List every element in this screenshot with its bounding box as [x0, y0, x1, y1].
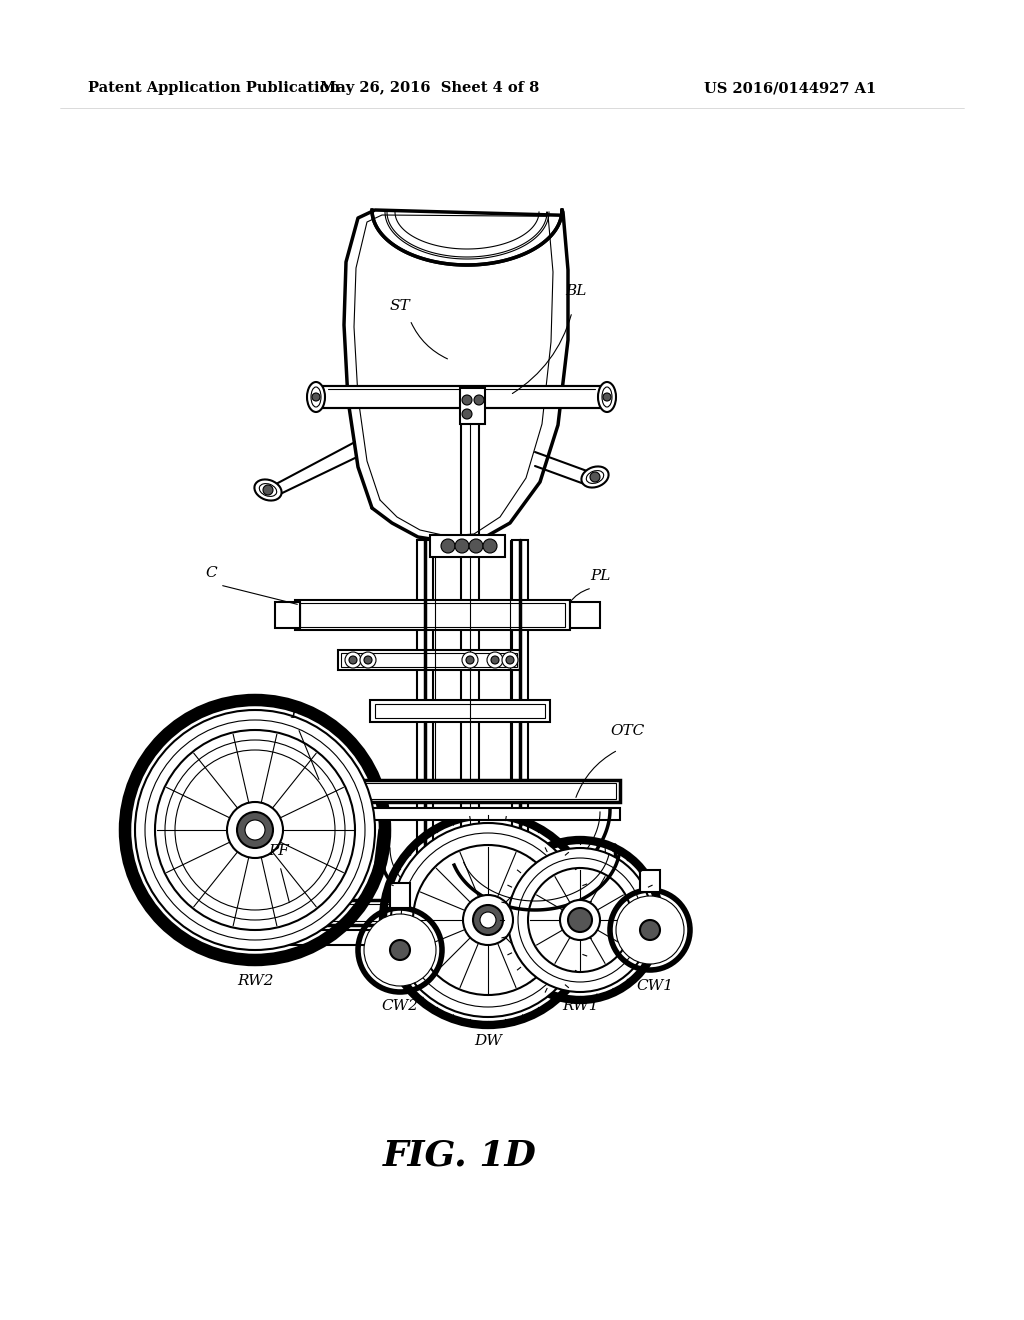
Circle shape [345, 652, 361, 668]
Bar [300, 603, 565, 627]
Ellipse shape [259, 483, 276, 496]
Circle shape [483, 539, 497, 553]
Circle shape [312, 393, 319, 401]
Ellipse shape [254, 479, 282, 500]
Circle shape [466, 656, 474, 664]
Circle shape [506, 656, 514, 664]
Text: F: F [290, 708, 301, 721]
Ellipse shape [307, 381, 325, 412]
Circle shape [237, 812, 273, 847]
Bar [341, 653, 517, 667]
Circle shape [508, 847, 652, 993]
Bar [430, 535, 505, 557]
Bar [285, 808, 620, 820]
Text: May 26, 2016  Sheet 4 of 8: May 26, 2016 Sheet 4 of 8 [321, 81, 540, 95]
Circle shape [245, 820, 265, 840]
Bar [275, 602, 300, 628]
Text: Patent Application Publication: Patent Application Publication [88, 81, 340, 95]
Bar [290, 904, 655, 921]
Bar [375, 704, 545, 718]
Circle shape [473, 906, 503, 935]
Circle shape [349, 656, 357, 664]
Text: RW1: RW1 [562, 999, 598, 1012]
Circle shape [390, 940, 410, 960]
Text: ST: ST [390, 300, 411, 313]
Circle shape [463, 895, 513, 945]
Text: BL: BL [565, 284, 587, 298]
Bar [295, 601, 570, 630]
Bar [460, 388, 485, 424]
Circle shape [603, 393, 611, 401]
Text: CW2: CW2 [382, 999, 419, 1012]
Bar [512, 540, 528, 954]
Bar [417, 540, 433, 954]
Text: OTC: OTC [610, 723, 644, 738]
Ellipse shape [311, 387, 321, 407]
Text: PF: PF [268, 843, 289, 858]
Circle shape [462, 652, 478, 668]
Circle shape [364, 913, 436, 986]
Circle shape [227, 803, 283, 858]
Text: US 2016/0144927 A1: US 2016/0144927 A1 [703, 81, 877, 95]
Bar [285, 780, 620, 803]
Circle shape [263, 484, 273, 495]
Bar [370, 700, 550, 722]
Circle shape [135, 710, 375, 950]
Ellipse shape [602, 387, 612, 407]
Text: C: C [205, 566, 217, 579]
Bar [285, 900, 660, 925]
Circle shape [474, 395, 484, 405]
Ellipse shape [582, 466, 608, 487]
Circle shape [616, 896, 684, 964]
Bar [295, 792, 325, 820]
Bar [640, 870, 660, 892]
Circle shape [462, 409, 472, 418]
Ellipse shape [587, 470, 604, 483]
Ellipse shape [598, 381, 616, 412]
Circle shape [462, 395, 472, 405]
Circle shape [487, 652, 503, 668]
Circle shape [502, 652, 518, 668]
Circle shape [560, 900, 600, 940]
Bar [390, 883, 410, 908]
Circle shape [455, 539, 469, 553]
Bar [323, 385, 600, 408]
Circle shape [640, 920, 660, 940]
Text: FIG. 1D: FIG. 1D [383, 1138, 537, 1172]
Bar [289, 783, 616, 799]
Circle shape [480, 912, 496, 928]
Text: CW1: CW1 [637, 979, 674, 993]
Circle shape [469, 539, 483, 553]
Circle shape [360, 652, 376, 668]
Bar [300, 796, 319, 816]
Circle shape [568, 908, 592, 932]
Bar [461, 395, 479, 954]
Bar [338, 649, 520, 671]
Circle shape [391, 822, 585, 1016]
Bar [285, 931, 660, 945]
Text: DW: DW [474, 1034, 502, 1048]
Circle shape [364, 656, 372, 664]
Bar [570, 602, 600, 628]
Text: RW2: RW2 [237, 974, 273, 987]
Circle shape [490, 656, 499, 664]
Text: PL: PL [590, 569, 610, 583]
Circle shape [441, 539, 455, 553]
Circle shape [590, 473, 600, 482]
